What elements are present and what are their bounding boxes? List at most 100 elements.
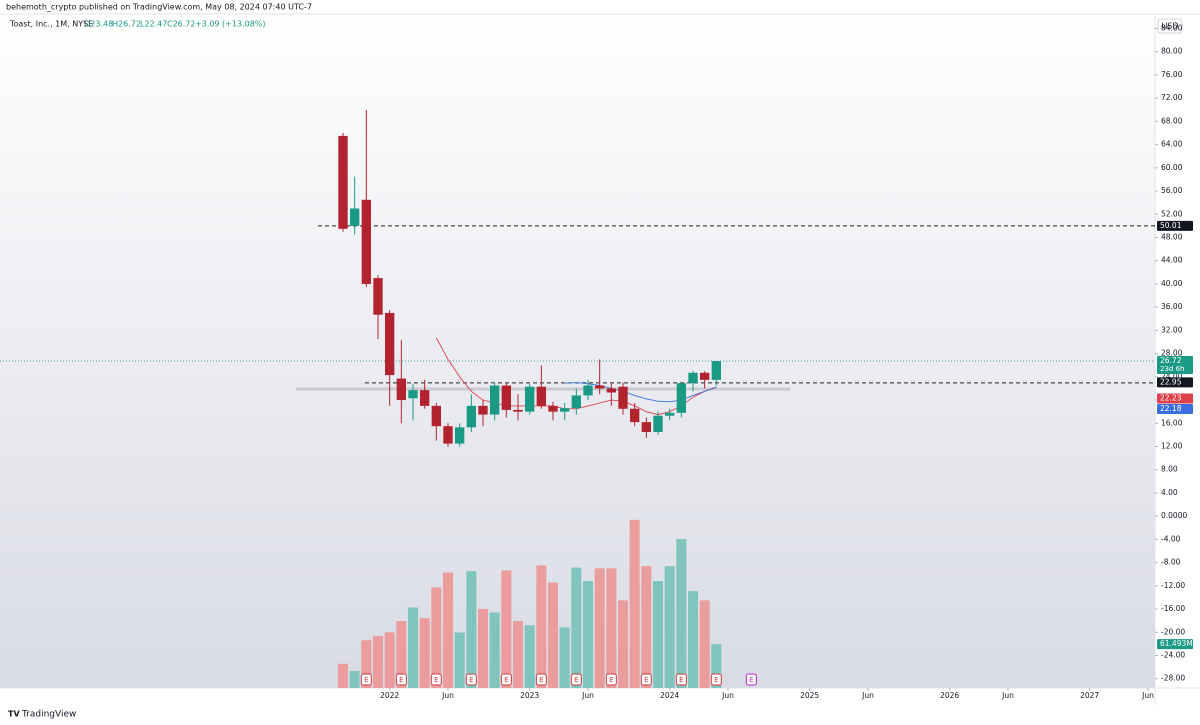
- ohlc-change: +3.09 (+13.08%): [195, 20, 266, 29]
- earnings-marker-label: E: [434, 676, 438, 684]
- earnings-marker[interactable]: [570, 673, 582, 686]
- earnings-marker-label: E: [749, 676, 753, 684]
- earnings-marker[interactable]: [605, 673, 617, 686]
- volume-bar: [361, 640, 372, 688]
- ohlc-close: C26.72: [167, 20, 196, 29]
- earnings-marker[interactable]: [500, 673, 512, 686]
- candle-body: [431, 405, 441, 427]
- earnings-marker[interactable]: [430, 673, 442, 686]
- x-tick-label: 2027: [1080, 691, 1099, 700]
- candle-body: [700, 372, 710, 380]
- x-tick-label: Jun: [861, 691, 874, 700]
- earnings-marker[interactable]: [465, 673, 477, 686]
- level-label-box: [1157, 220, 1193, 231]
- level-label: 22.95: [1160, 377, 1182, 386]
- earnings-marker[interactable]: [640, 673, 652, 686]
- y-tick-label: 68.00: [1161, 116, 1183, 125]
- logo: TV: [8, 710, 20, 719]
- publisher: behemoth_crypto published on TradingView…: [6, 3, 312, 12]
- x-tick-label: Jun: [1001, 691, 1014, 700]
- y-tick-label: 64.00: [1161, 140, 1183, 149]
- volume-bar: [536, 565, 547, 688]
- earnings-marker[interactable]: [360, 673, 372, 686]
- candle-body: [408, 390, 418, 399]
- volume-bar: [629, 519, 640, 688]
- x-tick-label: 2026: [940, 691, 959, 700]
- candle-body: [711, 361, 721, 380]
- candle-body: [490, 385, 500, 415]
- y-tick-label: 56.00: [1161, 186, 1183, 195]
- y-tick-label: 4.00: [1161, 488, 1178, 497]
- candle-body: [536, 386, 546, 406]
- volume-bar: [384, 632, 395, 688]
- x-tick-label: 2024: [660, 691, 679, 700]
- level-label-box: [1157, 377, 1193, 388]
- earnings-marker[interactable]: [745, 673, 757, 686]
- earnings-marker-label: E: [679, 676, 683, 684]
- moving-average: [564, 382, 717, 403]
- candle-body: [583, 385, 593, 396]
- x-tick-label: 2022: [380, 691, 399, 700]
- y-tick-label: -28.00: [1161, 674, 1185, 683]
- ohlc-high: H26.72: [112, 20, 141, 29]
- x-tick-label: Jun: [721, 691, 734, 700]
- y-tick-label: 0.0000: [1161, 511, 1187, 520]
- candle-body: [688, 372, 698, 384]
- volume-bar: [477, 608, 489, 688]
- candle-body: [478, 405, 488, 415]
- volume-bar: [664, 566, 675, 688]
- volume-bar: [396, 621, 407, 688]
- volume-bar: [442, 572, 454, 688]
- candle-body: [653, 415, 663, 432]
- y-tick-label: 28.00: [1161, 349, 1183, 358]
- volume-bar: [501, 570, 512, 688]
- y-tick-label: 84.00: [1161, 24, 1183, 33]
- countdown: 23d 6h: [1160, 365, 1184, 373]
- earnings-marker[interactable]: [710, 673, 722, 686]
- candle-body: [676, 383, 686, 413]
- price-label: 26.72: [1160, 356, 1182, 365]
- price-box: [1157, 356, 1193, 375]
- candle-body: [525, 386, 535, 412]
- candle-body: [443, 426, 453, 444]
- volume-bar: [617, 600, 629, 688]
- volume-bar: [594, 568, 605, 688]
- earnings-marker[interactable]: [395, 673, 407, 686]
- volume-bar: [699, 600, 710, 688]
- volume-bar: [524, 625, 535, 688]
- ma-label: 22.23: [1160, 394, 1182, 403]
- volume-bar: [711, 644, 722, 688]
- x-tick-label: Jun: [1141, 691, 1154, 700]
- volume-bar: [676, 539, 687, 688]
- volume-bar: [407, 607, 419, 688]
- level-label: 50.01: [1160, 221, 1182, 230]
- earnings-marker[interactable]: [535, 673, 547, 686]
- y-tick-label: 8.00: [1161, 465, 1178, 474]
- earnings-marker-label: E: [504, 676, 508, 684]
- candle-body: [373, 278, 383, 315]
- currency-box[interactable]: [1157, 18, 1183, 34]
- earnings-marker-label: E: [609, 676, 613, 684]
- currency: USD: [1161, 22, 1178, 31]
- candle-body: [618, 386, 628, 409]
- y-tick-label: 80.00: [1161, 47, 1183, 56]
- candle-body: [606, 388, 616, 393]
- candle-body: [560, 408, 570, 412]
- y-tick-label: -8.00: [1161, 558, 1181, 567]
- y-tick-label: 72.00: [1161, 93, 1183, 102]
- earnings-marker-label: E: [714, 676, 718, 684]
- candle-body: [665, 412, 675, 416]
- ohlc-open: O23.48: [84, 20, 113, 29]
- volume-bar: [466, 571, 477, 688]
- earnings-marker[interactable]: [675, 673, 687, 686]
- x-tick-label: 2023: [520, 691, 539, 700]
- y-tick-label: 36.00: [1161, 302, 1183, 311]
- ma-label: 22.18: [1160, 404, 1182, 413]
- y-tick-label: 48.00: [1161, 233, 1183, 242]
- candle-body: [338, 135, 348, 229]
- x-tick-label: Jun: [581, 691, 594, 700]
- volume-bar: [349, 670, 360, 688]
- y-tick-label: -12.00: [1161, 581, 1185, 590]
- volume-bar: [419, 618, 430, 688]
